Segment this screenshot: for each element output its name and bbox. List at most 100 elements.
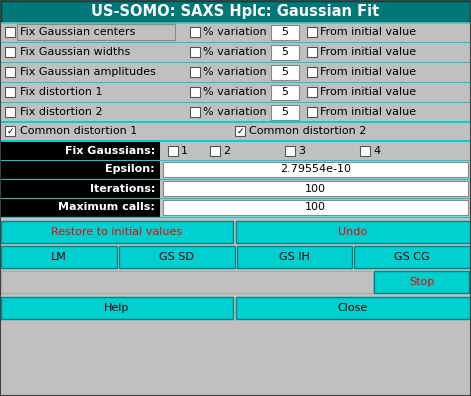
Bar [271, 65, 299, 80]
Bar [0, 82, 471, 83]
Text: 2: 2 [223, 145, 230, 156]
Bar [190, 87, 200, 97]
Bar [307, 87, 317, 97]
Bar [0, 293, 471, 297]
Bar [236, 246, 352, 268]
Bar [307, 67, 317, 77]
Text: Common distortion 1: Common distortion 1 [20, 126, 137, 136]
Text: 4: 4 [373, 145, 380, 156]
Text: ✓: ✓ [6, 126, 14, 135]
Text: Fix Gaussian centers: Fix Gaussian centers [20, 27, 135, 37]
Bar [5, 126, 15, 136]
Bar [163, 162, 468, 177]
Bar [0, 160, 471, 161]
Bar [1, 1, 470, 22]
Bar [235, 126, 245, 136]
Bar [0, 42, 471, 43]
Bar [0, 22, 471, 23]
Bar [1, 246, 117, 268]
Text: 100: 100 [305, 202, 326, 213]
Bar [190, 47, 200, 57]
Bar [374, 271, 469, 293]
Text: GS SD: GS SD [159, 252, 194, 262]
Text: Undo: Undo [339, 227, 367, 237]
Text: 5: 5 [282, 27, 289, 37]
Text: Fix Gaussian widths: Fix Gaussian widths [20, 47, 130, 57]
Bar [307, 27, 317, 37]
Bar [271, 84, 299, 99]
Text: 100: 100 [305, 183, 326, 194]
Text: 1: 1 [181, 145, 188, 156]
Bar [5, 47, 15, 57]
Bar [0, 121, 471, 122]
Bar [5, 67, 15, 77]
Bar [160, 141, 471, 217]
Bar [0, 42, 471, 61]
Text: % variation: % variation [203, 67, 267, 77]
Bar [354, 246, 470, 268]
Text: GS CG: GS CG [394, 252, 430, 262]
Bar [0, 243, 471, 246]
Text: Epsilon:: Epsilon: [106, 164, 155, 175]
Bar [271, 105, 299, 120]
Text: % variation: % variation [203, 47, 267, 57]
Bar [163, 181, 468, 196]
Text: LM: LM [51, 252, 67, 262]
Bar [236, 297, 470, 319]
Bar [1, 271, 373, 293]
Text: % variation: % variation [203, 27, 267, 37]
Text: 2.79554e-10: 2.79554e-10 [280, 164, 351, 175]
Text: 5: 5 [282, 107, 289, 117]
Bar [285, 145, 295, 156]
Text: From initial value: From initial value [320, 67, 416, 77]
Text: US-SOMO: SAXS Hplc: Gaussian Fit: US-SOMO: SAXS Hplc: Gaussian Fit [91, 4, 380, 19]
Text: Close: Close [338, 303, 368, 313]
Bar [1, 297, 233, 319]
Text: Fix Gaussian amplitudes: Fix Gaussian amplitudes [20, 67, 156, 77]
Text: From initial value: From initial value [320, 107, 416, 117]
Bar [17, 24, 175, 40]
Bar [0, 62, 471, 63]
Text: Stop: Stop [409, 277, 434, 287]
Bar [0, 319, 471, 396]
Bar [0, 179, 471, 180]
Bar [190, 27, 200, 37]
Text: 3: 3 [298, 145, 305, 156]
Bar [0, 218, 471, 221]
Text: ✓: ✓ [236, 126, 244, 135]
Bar [0, 82, 471, 101]
Text: From initial value: From initial value [320, 87, 416, 97]
Bar [0, 141, 471, 142]
Text: Iterations:: Iterations: [89, 183, 155, 194]
Text: Fix distortion 1: Fix distortion 1 [20, 87, 103, 97]
Bar [163, 200, 468, 215]
Text: Maximum calls:: Maximum calls: [58, 202, 155, 213]
Text: 5: 5 [282, 67, 289, 77]
Text: 5: 5 [282, 87, 289, 97]
Bar [0, 268, 471, 271]
Bar [0, 217, 471, 218]
Bar [190, 107, 200, 117]
Text: Fix Gaussians:: Fix Gaussians: [65, 145, 155, 156]
Text: % variation: % variation [203, 107, 267, 117]
Text: % variation: % variation [203, 87, 267, 97]
Bar [360, 145, 370, 156]
Bar [0, 122, 471, 140]
Bar [0, 122, 471, 123]
Bar [271, 44, 299, 59]
Text: Help: Help [104, 303, 130, 313]
Bar [0, 22, 471, 41]
Bar [1, 221, 233, 243]
Bar [190, 67, 200, 77]
Bar [0, 62, 471, 81]
Bar [236, 221, 470, 243]
Text: From initial value: From initial value [320, 27, 416, 37]
Bar [307, 107, 317, 117]
Bar [5, 87, 15, 97]
Bar [168, 145, 178, 156]
Text: 5: 5 [282, 47, 289, 57]
Text: Restore to initial values: Restore to initial values [51, 227, 183, 237]
Bar [210, 145, 220, 156]
Text: Common distortion 2: Common distortion 2 [249, 126, 366, 136]
Bar [0, 141, 160, 217]
